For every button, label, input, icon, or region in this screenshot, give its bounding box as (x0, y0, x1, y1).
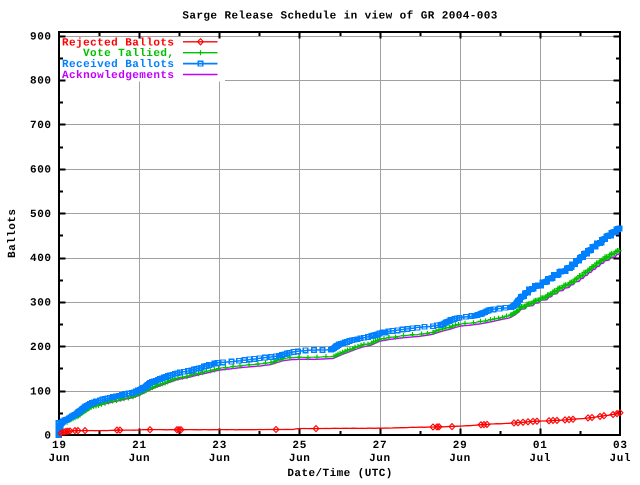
svg-text:23: 23 (212, 440, 226, 452)
svg-text:Jun: Jun (209, 453, 230, 465)
svg-text:400: 400 (30, 253, 51, 265)
svg-text:Vote Tallied,: Vote Tallied, (83, 48, 174, 60)
svg-text:0: 0 (44, 431, 51, 443)
svg-text:Jun: Jun (369, 453, 390, 465)
svg-text:Jul: Jul (610, 453, 631, 465)
svg-text:Date/Time (UTC): Date/Time (UTC) (287, 468, 392, 480)
svg-text:Rejected Ballots: Rejected Ballots (62, 37, 174, 49)
svg-text:21: 21 (132, 440, 146, 452)
svg-text:200: 200 (30, 342, 51, 354)
svg-text:29: 29 (453, 440, 467, 452)
svg-text:Jun: Jun (449, 453, 470, 465)
svg-text:100: 100 (30, 386, 51, 398)
svg-text:300: 300 (30, 298, 51, 310)
svg-text:19: 19 (52, 440, 66, 452)
svg-text:Sarge Release Schedule in view: Sarge Release Schedule in view of GR 200… (182, 10, 497, 23)
svg-text:900: 900 (30, 31, 51, 43)
svg-text:Received Ballots: Received Ballots (62, 59, 174, 71)
svg-text:03: 03 (613, 440, 627, 452)
svg-text:500: 500 (30, 209, 51, 221)
svg-text:600: 600 (30, 164, 51, 176)
svg-text:25: 25 (292, 440, 306, 452)
svg-text:Acknowledgements: Acknowledgements (62, 70, 174, 82)
svg-text:Jun: Jun (129, 453, 150, 465)
svg-text:Ballots: Ballots (7, 209, 19, 258)
svg-text:800: 800 (30, 76, 51, 88)
svg-text:700: 700 (30, 120, 51, 132)
svg-text:Jun: Jun (289, 453, 310, 465)
svg-text:Jun: Jun (49, 453, 70, 465)
svg-text:27: 27 (373, 440, 387, 452)
svg-text:Jul: Jul (529, 453, 550, 465)
svg-text:01: 01 (533, 440, 547, 452)
